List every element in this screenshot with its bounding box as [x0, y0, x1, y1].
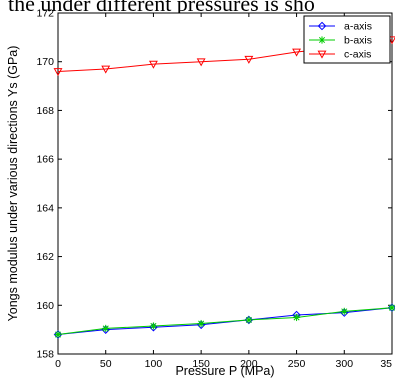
legend-swatch-marker	[317, 21, 327, 31]
legend-swatch-marker	[318, 36, 326, 44]
data-point-b-axis	[245, 316, 253, 324]
x-tick-label: 35	[380, 358, 392, 370]
y-tick-label: 166	[36, 154, 54, 166]
x-axis-label: Pressure P (MPa)	[175, 364, 274, 378]
data-point-b-axis	[54, 330, 62, 339]
y-tick-label: 168	[36, 105, 54, 117]
data-point-b-axis	[102, 324, 110, 333]
header-text-fragment: the under different pressures is sho	[8, 0, 315, 16]
legend-entry-c-axis: c-axis	[309, 49, 371, 61]
y-axis-label: Yongs modulus under various directions Y…	[6, 46, 20, 322]
x-tick-label: 250	[288, 358, 306, 370]
series-line-a-axis	[57, 307, 393, 336]
marker-stroke	[341, 308, 348, 315]
y-tick-label: 162	[36, 251, 54, 263]
marker-stroke	[102, 325, 109, 332]
data-point-c-axis	[53, 68, 63, 77]
data-point-c-axis	[101, 65, 111, 74]
marker-stroke	[318, 36, 326, 44]
y-tick-label: 158	[36, 349, 54, 361]
x-tick-label: 150	[192, 358, 210, 370]
legend-label: b-axis	[344, 35, 372, 47]
legend-label: a-axis	[344, 21, 372, 33]
legend-entry-a-axis: a-axis	[309, 21, 372, 33]
data-point-c-axis	[244, 55, 254, 64]
data-point-b-axis	[149, 322, 158, 330]
x-tick-label: 300	[336, 358, 354, 370]
data-point-c-axis	[292, 48, 302, 57]
data-point-c-axis	[196, 58, 206, 67]
marker-stroke	[198, 320, 205, 327]
x-tick-label: 100	[145, 358, 163, 370]
legend-box	[303, 15, 391, 64]
series-b-axis	[54, 304, 395, 339]
marker-stroke	[150, 322, 157, 330]
data-point-b-axis	[388, 304, 395, 312]
y-tick-label: 172	[36, 8, 54, 20]
x-tick-label: 50	[100, 358, 112, 370]
legend-label: c-axis	[344, 49, 371, 61]
y-tick-label: 164	[36, 202, 54, 214]
data-point-b-axis	[292, 313, 301, 322]
legend-swatch-marker	[317, 50, 327, 59]
marker-stroke	[54, 331, 62, 338]
x-tick-label: 0	[55, 358, 61, 370]
legend-entry-b-axis: b-axis	[309, 35, 372, 47]
data-point-b-axis	[340, 307, 348, 315]
x-tick-label: 200	[240, 358, 258, 370]
data-point-b-axis	[197, 319, 205, 328]
marker-stroke	[245, 316, 252, 323]
series-line-b-axis	[57, 307, 393, 336]
y-tick-label: 160	[36, 300, 54, 312]
marker-stroke	[293, 314, 300, 321]
data-point-c-axis	[148, 60, 158, 69]
legend: a-axis b-axis c-axis	[303, 15, 391, 64]
marker-stroke	[388, 304, 395, 311]
plot-area	[57, 12, 393, 355]
y-tick-label: 170	[36, 56, 54, 68]
